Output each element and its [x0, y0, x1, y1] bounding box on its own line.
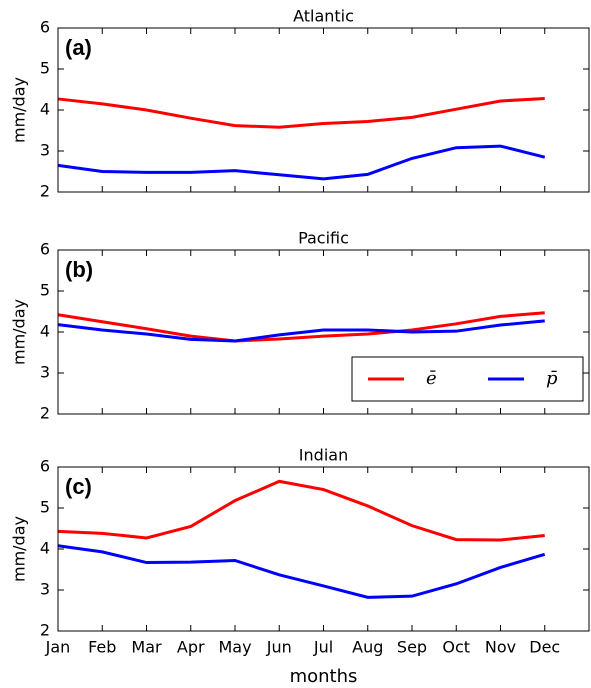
chart-title: Indian: [299, 446, 348, 465]
x-tick-label: Jan: [45, 638, 71, 657]
series-line: [57, 479, 545, 542]
y-tick-label: 3: [40, 363, 50, 382]
y-tick-label: 5: [40, 498, 50, 517]
x-tick-label: Nov: [485, 638, 516, 657]
x-tick-label: Dec: [529, 638, 560, 657]
series-line: [57, 544, 546, 599]
y-axis-label: mm/day: [10, 299, 29, 365]
y-tick-label: 4: [40, 539, 50, 558]
panel-label: (c): [65, 474, 92, 499]
legend-label: p̄: [546, 368, 558, 389]
chart-title: Atlantic: [293, 7, 354, 26]
y-tick-label: 6: [40, 18, 50, 37]
y-tick-label: 6: [40, 240, 50, 259]
plot-frame: [57, 249, 590, 415]
y-tick-label: 5: [40, 59, 50, 78]
y-axis-label: mm/day: [10, 516, 29, 582]
x-tick-label: May: [218, 638, 251, 657]
y-tick-label: 6: [40, 457, 50, 476]
plot-frame: [57, 27, 590, 193]
x-tick-label: Sep: [397, 638, 427, 657]
panel-label: (a): [65, 35, 92, 60]
panel-label: (b): [65, 257, 93, 282]
series-line: [57, 144, 546, 181]
x-tick-label: Mar: [131, 638, 162, 657]
y-axis-label: mm/day: [10, 77, 29, 143]
x-axis-label: months: [290, 666, 358, 687]
y-tick-label: 2: [40, 182, 50, 201]
legend-label: ē: [426, 368, 437, 389]
y-tick-label: 4: [40, 100, 50, 119]
plot-frame: [57, 466, 590, 632]
series-line: [57, 311, 545, 343]
x-tick-label: Feb: [88, 638, 116, 657]
x-tick-label: Jul: [313, 638, 333, 657]
x-tick-label: Aug: [352, 638, 383, 657]
x-tick-label: Jun: [266, 638, 292, 657]
x-tick-label: Apr: [177, 638, 205, 657]
y-tick-label: 3: [40, 580, 50, 599]
y-tick-label: 2: [40, 404, 50, 423]
y-tick-label: 2: [40, 621, 50, 640]
x-tick-label: Oct: [442, 638, 470, 657]
y-tick-label: 5: [40, 281, 50, 300]
chart-title: Pacific: [298, 229, 349, 248]
y-tick-label: 4: [40, 322, 50, 341]
series-line: [57, 319, 545, 343]
y-tick-label: 3: [40, 141, 50, 160]
series-line: [57, 97, 545, 129]
